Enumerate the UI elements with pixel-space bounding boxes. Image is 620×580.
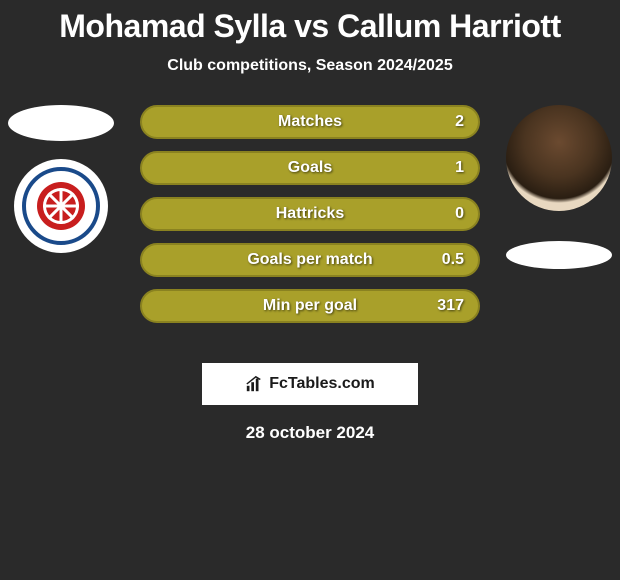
- stat-label: Matches: [278, 113, 342, 131]
- player-left-club-badge: [14, 159, 108, 253]
- club-badge-ring: [22, 167, 100, 245]
- stat-bar-min-per-goal: Min per goal 317: [140, 289, 480, 323]
- stat-bars: Matches 2 Goals 1 Hattricks 0 Goals per …: [140, 105, 480, 335]
- stat-right-value: 0: [455, 205, 464, 223]
- player-right-avatar: [506, 105, 612, 211]
- stat-label: Min per goal: [263, 297, 357, 315]
- stat-label: Goals per match: [247, 251, 372, 269]
- player-right-column: [504, 105, 614, 269]
- stat-bar-goals: Goals 1: [140, 151, 480, 185]
- comparison-panel: Matches 2 Goals 1 Hattricks 0 Goals per …: [0, 105, 620, 345]
- player-left-avatar-placeholder: [8, 105, 114, 141]
- stat-label: Hattricks: [276, 205, 344, 223]
- player-left-column: [6, 105, 116, 253]
- brand-box: FcTables.com: [202, 363, 418, 405]
- stat-bar-matches: Matches 2: [140, 105, 480, 139]
- stat-right-value: 0.5: [442, 251, 464, 269]
- stat-right-value: 2: [455, 113, 464, 131]
- date-label: 28 october 2024: [0, 423, 620, 443]
- stat-right-value: 1: [455, 159, 464, 177]
- stat-label: Goals: [288, 159, 332, 177]
- stat-right-value: 317: [437, 297, 464, 315]
- player-right-club-placeholder: [506, 241, 612, 269]
- chart-icon: [245, 375, 263, 393]
- stat-bar-hattricks: Hattricks 0: [140, 197, 480, 231]
- page-title: Mohamad Sylla vs Callum Harriott: [0, 0, 620, 45]
- subtitle: Club competitions, Season 2024/2025: [0, 57, 620, 75]
- brand-text: FcTables.com: [269, 375, 375, 393]
- club-badge-wheel-icon: [37, 182, 85, 230]
- stat-bar-goals-per-match: Goals per match 0.5: [140, 243, 480, 277]
